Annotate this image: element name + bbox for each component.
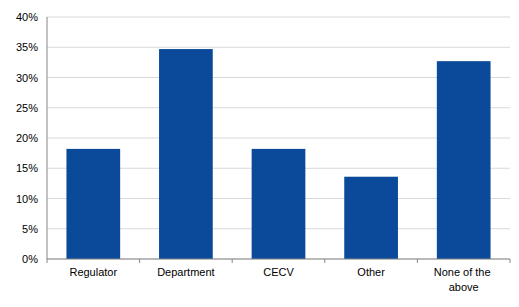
x-tick-label: Regulator: [69, 266, 117, 278]
x-axis: [47, 259, 510, 260]
x-tick: [510, 259, 511, 263]
y-tick-label: 0%: [22, 253, 38, 265]
chart: 0% 5% 10% 15% 20% 25% 30% 35% 40% Regulator Depart…: [0, 0, 519, 307]
bar: [159, 49, 213, 259]
x-tick: [47, 259, 48, 263]
x-tick-label: Other: [357, 266, 385, 278]
bar: [344, 177, 398, 259]
y-tick-label: 5%: [22, 223, 38, 235]
bar: [252, 149, 306, 259]
y-tick-label: 20%: [16, 132, 38, 144]
bar: [437, 61, 491, 259]
y-axis: [47, 17, 48, 259]
y-tick-label: 40%: [16, 11, 38, 23]
y-tick-label: 35%: [16, 41, 38, 53]
x-tick: [417, 259, 418, 263]
bar: [66, 149, 120, 259]
x-tick-label: Department: [157, 266, 214, 278]
x-tick-label: None of the above: [434, 266, 494, 293]
y-tick-label: 15%: [16, 162, 38, 174]
x-tick: [139, 259, 140, 263]
y-tick-label: 10%: [16, 193, 38, 205]
y-tick-label: 25%: [16, 102, 38, 114]
chart-container: 0% 5% 10% 15% 20% 25% 30% 35% 40% Regulator Depart…: [0, 0, 519, 307]
x-tick-label: CECV: [263, 266, 294, 278]
grid-line: [47, 259, 510, 260]
x-tick: [232, 259, 233, 263]
x-tick: [324, 259, 325, 263]
bars: [66, 49, 490, 259]
y-tick-label: 30%: [16, 72, 38, 84]
grid-line: [47, 17, 510, 18]
grid-line: [47, 47, 510, 48]
